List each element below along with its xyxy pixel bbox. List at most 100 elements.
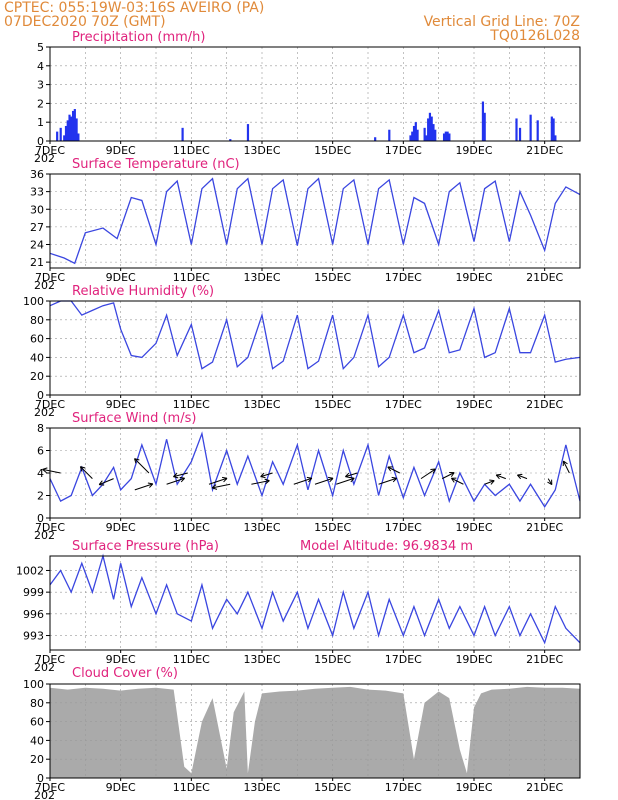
x-tick-label: 9DEC: [106, 781, 136, 794]
wind-arrow: [345, 472, 358, 479]
y-tick-label: 21: [30, 256, 44, 269]
header-station: CPTEC: 055:19W-03:16S AVEIRO (PA): [4, 0, 264, 16]
x-year-stub: 202: [34, 279, 55, 292]
wind-arrow: [260, 472, 273, 479]
x-tick-label: 11DEC: [173, 653, 210, 666]
y-tick-label: 20: [30, 370, 44, 383]
x-year-stub: 202: [34, 661, 55, 674]
x-tick-label: 13DEC: [243, 521, 280, 534]
y-tick-label: 27: [30, 221, 44, 234]
x-year-stub: 202: [34, 529, 55, 542]
precip-bar: [56, 131, 59, 141]
x-tick-label: 19DEC: [455, 271, 492, 284]
wind-arrow: [484, 479, 495, 485]
precip-bar: [552, 118, 555, 141]
precip-bar: [434, 129, 437, 141]
x-tick-label: 9DEC: [106, 398, 136, 411]
y-tick-label: 60: [30, 333, 44, 346]
y-tick-label: 5: [37, 41, 44, 54]
y-tick-label: 0: [37, 135, 44, 148]
x-tick-label: 7DEC: [35, 521, 65, 534]
y-tick-label: 4: [37, 467, 44, 480]
title-cloud-cover: Cloud Cover (%): [72, 666, 178, 681]
precip-bar: [229, 139, 232, 141]
precip-bar: [444, 131, 447, 141]
precip-bar: [246, 124, 250, 141]
precip-bar: [554, 135, 557, 141]
x-tick-label: 9DEC: [106, 521, 136, 534]
x-tick-label: 17DEC: [385, 781, 422, 794]
y-tick-label: 100: [23, 678, 44, 691]
x-tick-label: 15DEC: [314, 781, 351, 794]
x-year-stub: 202: [34, 406, 55, 419]
wind-arrow: [134, 482, 154, 491]
y-tick-label: 4: [37, 60, 44, 73]
y-tick-label: 3: [37, 79, 44, 92]
wind-arrow: [42, 467, 61, 474]
x-tick-label: 17DEC: [385, 521, 422, 534]
x-tick-label: 7DEC: [35, 398, 65, 411]
x-tick-label: 21DEC: [526, 144, 563, 157]
precip-bar: [432, 124, 435, 141]
rh-series-line: [49, 300, 581, 371]
y-tick-label: 80: [30, 314, 44, 327]
wind-arrow: [293, 476, 313, 485]
precip-bar: [412, 125, 416, 141]
x-tick-label: 15DEC: [314, 271, 351, 284]
wind-arrow: [134, 458, 150, 474]
y-tick-label: 0: [37, 389, 44, 402]
y-tick-label: 993: [23, 630, 44, 643]
title-pressure: Surface Pressure (hPa): [72, 539, 219, 554]
y-tick-label: 1002: [16, 564, 44, 577]
precip-bar: [427, 118, 430, 141]
x-tick-label: 21DEC: [526, 781, 563, 794]
precip-bar: [70, 116, 73, 141]
header-grid-line: Vertical Grid Line: 70Z: [424, 14, 580, 30]
wind-arrow: [208, 476, 228, 485]
precip-bar: [71, 110, 75, 141]
x-tick-label: 19DEC: [455, 781, 492, 794]
y-tick-label: 20: [30, 753, 44, 766]
title-humidity: Relative Humidity (%): [72, 284, 214, 299]
precip-bar: [75, 118, 78, 141]
precip-bar: [430, 116, 433, 141]
title-temperature: Surface Temperature (nC): [72, 157, 240, 172]
precip-bar: [428, 112, 432, 141]
precip-bar: [446, 131, 449, 141]
x-tick-label: 13DEC: [243, 144, 280, 157]
panel-precip: 0 1 2 3 4 5 7DEC 9DEC 11DEC 13DEC 15DEC 17DEC 19DEC 2…: [34, 41, 581, 165]
y-tick-label: 33: [30, 186, 44, 199]
x-tick-label: 21DEC: [526, 398, 563, 411]
y-tick-label: 60: [30, 716, 44, 729]
x-tick-label: 11DEC: [173, 781, 210, 794]
panel-frame: [49, 173, 581, 269]
panel-temp: 21 24 27 30 33 36 7DEC 9DEC 11DEC 13DEC 15DEC 17DEC…: [30, 168, 581, 292]
x-tick-label: 7DEC: [35, 144, 65, 157]
y-tick-label: 2: [37, 97, 44, 110]
x-tick-label: 13DEC: [243, 653, 280, 666]
panel-frame: [49, 300, 581, 396]
y-tick-label: 36: [30, 168, 44, 181]
x-year-stub: 202: [34, 152, 55, 165]
x-tick-label: 13DEC: [243, 781, 280, 794]
wind-arrow: [441, 471, 455, 480]
precip-bar: [66, 120, 69, 141]
title-precipitation: Precipitation (mm/h): [72, 30, 205, 45]
x-tick-label: 7DEC: [35, 653, 65, 666]
wind-arrow: [314, 476, 334, 485]
y-tick-label: 40: [30, 734, 44, 747]
y-tick-label: 40: [30, 351, 44, 364]
x-tick-label: 9DEC: [106, 653, 136, 666]
x-tick-label: 11DEC: [173, 144, 210, 157]
y-tick-label: 0: [37, 512, 44, 525]
wind-arrow: [378, 476, 397, 485]
y-tick-label: 8: [37, 422, 44, 435]
wind-arrow: [547, 478, 553, 486]
y-tick-label: 30: [30, 203, 44, 216]
panel-frame: [49, 427, 581, 519]
precip-bar: [64, 125, 68, 141]
precip-bar: [448, 133, 451, 141]
title-wind: Surface Wind (m/s): [72, 411, 196, 426]
